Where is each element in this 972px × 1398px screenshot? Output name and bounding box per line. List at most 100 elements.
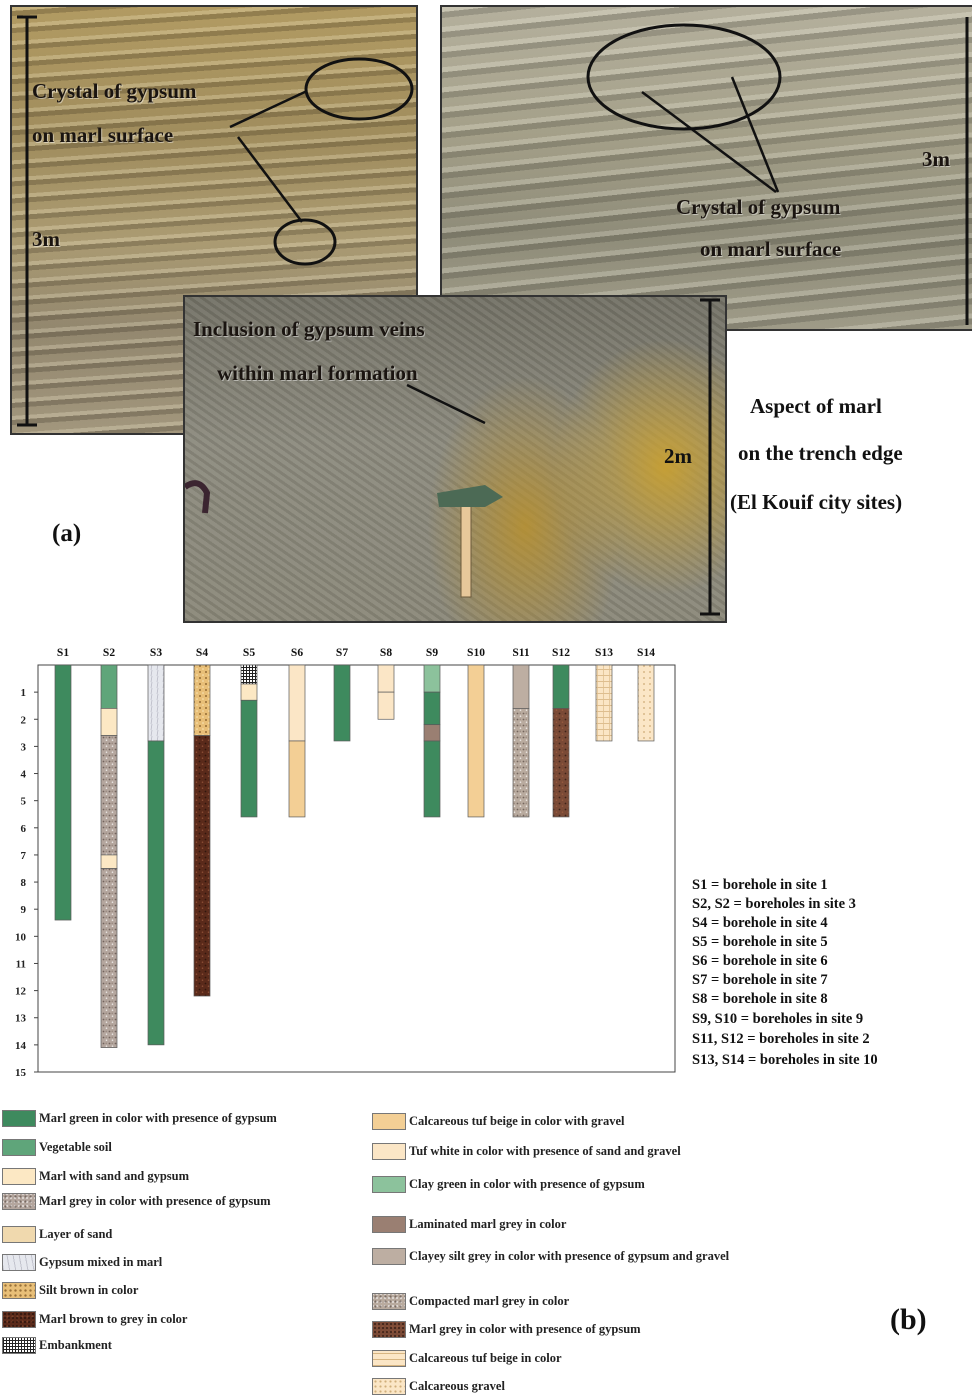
legend-item: Marl with sand and gypsum: [2, 1167, 189, 1185]
legend-label: Laminated marl grey in color: [409, 1216, 567, 1231]
borehole-layer: [552, 708, 570, 818]
borehole-layer: [423, 664, 441, 693]
borehole-layer: [423, 691, 441, 726]
photo-bottom-caption-line2: within marl formation: [217, 361, 418, 385]
borehole-layer: [240, 699, 258, 818]
legend-label: Vegetable soil: [39, 1139, 112, 1154]
borehole-layer: [147, 740, 165, 1046]
legend-swatch: [2, 1109, 36, 1127]
legend-label: Marl with sand and gypsum: [39, 1168, 190, 1183]
legend-label: Embankment: [39, 1337, 112, 1352]
borehole-layer: [54, 664, 72, 921]
legend-swatch: [2, 1336, 36, 1354]
borehole-layer: [377, 664, 395, 693]
legend-label: Marl grey in color with presence of gyps…: [409, 1321, 641, 1336]
borehole-label: S9: [426, 647, 438, 659]
borehole-label: S7: [336, 647, 348, 659]
borehole-layer: [377, 691, 395, 720]
legend-swatch: [2, 1138, 36, 1156]
scale-bar-2m: [700, 298, 720, 616]
aspect-caption-line1: Aspect of marl: [750, 394, 882, 418]
legend-label: Calcareous tuf beige in color with grave…: [409, 1113, 625, 1128]
legend-item: Marl brown to grey in color: [2, 1310, 187, 1328]
legend-label: Layer of sand: [39, 1226, 113, 1241]
borehole-label: S12: [552, 647, 570, 659]
legend-label: Silt brown in color: [39, 1282, 139, 1297]
legend-label: Clayey silt grey in color with presence …: [409, 1248, 730, 1263]
photo-marl-right: Crystal of gypsum on marl surface 3m: [440, 5, 972, 331]
legend-item: Silt brown in color: [2, 1281, 138, 1299]
panel-b-label: (b): [890, 1303, 927, 1336]
borehole-label: S10: [467, 647, 485, 659]
y-tick-label: 2: [21, 714, 27, 726]
borehole-label: S13: [595, 647, 613, 659]
legend-item: Calcareous tuf beige in color with grave…: [372, 1112, 625, 1130]
y-tick-label: 14: [15, 1040, 27, 1052]
y-tick-label: 11: [16, 958, 26, 970]
borehole-layer: [288, 740, 306, 818]
legend-label: Calcareous tuf beige in color: [409, 1350, 562, 1365]
borehole-label: S3: [150, 647, 162, 659]
legend-swatch: [372, 1142, 406, 1160]
legend-swatch: [372, 1215, 406, 1233]
borehole-label: S8: [380, 647, 392, 659]
borehole-key-line: S1 = borehole in site 1: [692, 877, 828, 893]
borehole-layer: [100, 664, 118, 709]
legend-item: Clayey silt grey in color with presence …: [372, 1247, 729, 1265]
borehole-layer: [193, 735, 211, 997]
photo-right-caption-line2: on marl surface: [700, 237, 842, 261]
photo-right-caption-line1: Crystal of gypsum: [676, 195, 841, 219]
legend-swatch: [2, 1281, 36, 1299]
borehole-layer: [100, 868, 118, 1048]
legend-item: Calcareous tuf beige in color: [372, 1349, 562, 1367]
borehole-layer: [423, 740, 441, 818]
borehole-layer: [100, 708, 118, 736]
legend-item: Laminated marl grey in color: [372, 1215, 566, 1233]
borehole-label: S5: [243, 647, 255, 659]
photo-gypsum-veins: Inclusion of gypsum veins within marl fo…: [183, 295, 727, 623]
legend-swatch: [372, 1292, 406, 1310]
borehole-layer: [552, 664, 570, 709]
legend-swatch: [372, 1247, 406, 1265]
y-tick-label: 9: [21, 904, 27, 916]
legend-item: Marl green in color with presence of gyp…: [2, 1109, 277, 1127]
photo-right-scale-label: 3m: [922, 147, 950, 171]
photo-left-caption-line1: Crystal of gypsum: [32, 79, 197, 103]
legend-item: Marl grey in color with presence of gyps…: [372, 1320, 641, 1338]
borehole-layer: [240, 664, 258, 685]
legend-label: Compacted marl grey in color: [409, 1293, 570, 1308]
borehole-key-line: S4 = borehole in site 4: [692, 915, 828, 931]
legend-item: Marl grey in color with presence of gyps…: [2, 1192, 271, 1210]
y-tick-label: 7: [21, 850, 27, 862]
borehole-layer: [467, 664, 485, 818]
borehole-key-line: S5 = borehole in site 5: [692, 934, 828, 950]
legend-swatch: [372, 1349, 406, 1367]
borehole-key-line: S9, S10 = boreholes in site 9: [692, 1011, 864, 1027]
photo-left-caption-line2: on marl surface: [32, 123, 174, 147]
borehole-layer: [512, 708, 530, 818]
legend-item: Vegetable soil: [2, 1138, 112, 1156]
legend-swatch: [372, 1377, 406, 1395]
borehole-layer: [288, 664, 306, 742]
y-tick-label: 5: [21, 796, 27, 808]
borehole-label: S11: [512, 647, 530, 659]
aspect-caption-line2: on the trench edge: [738, 441, 903, 465]
borehole-key-line: S2, S2 = boreholes in site 3: [692, 896, 856, 912]
borehole-layer: [333, 664, 351, 742]
legend-label: Marl green in color with presence of gyp…: [39, 1110, 277, 1125]
y-tick-label: 3: [21, 741, 27, 753]
legend-swatch: [372, 1175, 406, 1193]
aspect-caption-line3: (El Kouif city sites): [730, 490, 903, 514]
legend-swatch: [2, 1253, 36, 1271]
chart-frame: [37, 664, 676, 1073]
photo-right-annotations: [586, 17, 969, 325]
legend-swatch: [2, 1310, 36, 1328]
legend-swatch: [2, 1167, 36, 1185]
borehole-layer: [512, 664, 530, 709]
y-tick-label: 8: [21, 877, 27, 889]
legend-item: Compacted marl grey in color: [372, 1292, 569, 1310]
y-tick-label: 10: [15, 931, 27, 943]
borehole-label: S6: [291, 647, 303, 659]
borehole-key-line: S7 = borehole in site 7: [692, 972, 828, 988]
